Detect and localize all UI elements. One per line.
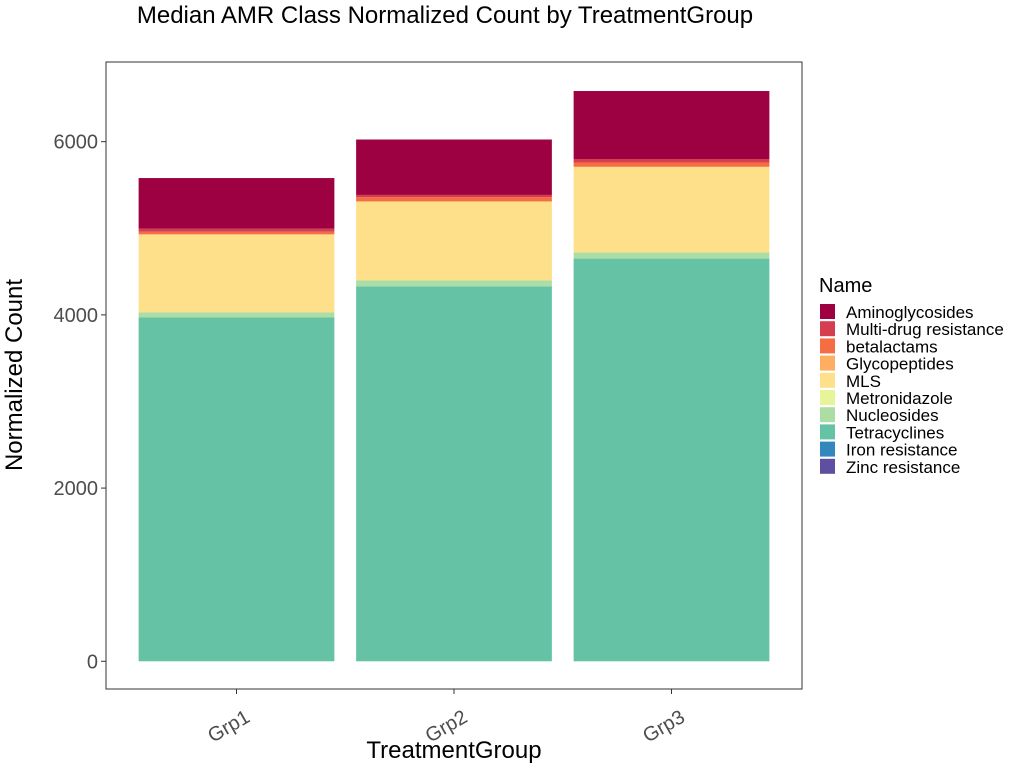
bar-segment-grp2-tetracyclines <box>356 286 552 662</box>
y-tick-label: 4000 <box>54 305 99 327</box>
bars-layer <box>138 91 770 662</box>
legend-swatch-zinc-resistance <box>820 458 835 474</box>
bar-segment-grp2-aminoglycosides <box>356 139 552 195</box>
legend-label-zinc-resistance: Zinc resistance <box>846 458 960 477</box>
legend-label-aminoglycosides: Aminoglycosides <box>846 303 974 322</box>
x-tick-label-grp3: Grp3 <box>639 706 689 747</box>
bar-segment-grp2-nucleosides <box>356 280 552 287</box>
bar-segment-grp2-multi-drug-resistance <box>356 194 552 198</box>
bar-segment-grp3-mls <box>573 166 770 253</box>
bar-segment-grp3-multi-drug-resistance <box>573 158 770 163</box>
y-tick-label: 0 <box>87 651 98 673</box>
legend-label-glycopeptides: Glycopeptides <box>846 355 954 374</box>
legend-swatch-glycopeptides <box>820 355 835 371</box>
chart-title: Median AMR Class Normalized Count by Tre… <box>137 2 753 29</box>
legend-swatch-multi-drug-resistance <box>820 321 835 337</box>
bar-segment-grp1-tetracyclines <box>138 317 335 662</box>
bar-segment-grp3-nucleosides <box>573 252 770 259</box>
legend-label-tetracyclines: Tetracyclines <box>846 423 944 442</box>
bar-segment-grp2-mls <box>356 201 552 281</box>
legend-title: Name <box>819 275 872 297</box>
legend-swatch-nucleosides <box>820 407 835 423</box>
legend-swatch-metronidazole <box>820 390 835 405</box>
legend-label-betalactams: betalactams <box>846 337 938 356</box>
bar-segment-grp2-betalactams <box>356 197 552 202</box>
y-tick-label: 6000 <box>54 132 99 154</box>
legend-label-metronidazole: Metronidazole <box>846 389 953 408</box>
bar-segment-grp1-aminoglycosides <box>138 178 335 229</box>
x-tick-label-grp1: Grp1 <box>204 706 254 747</box>
legend-label-nucleosides: Nucleosides <box>846 406 939 425</box>
y-axis: 0 2000 4000 6000 <box>54 132 106 673</box>
bar-segment-grp1-betalactams <box>138 231 335 235</box>
legend-swatch-aminoglycosides <box>820 304 835 319</box>
bar-segment-grp1-mls <box>138 234 335 313</box>
legend-swatch-tetracyclines <box>820 424 835 440</box>
legend-swatch-iron-resistance <box>820 441 835 457</box>
bar-segment-grp1-multi-drug-resistance <box>138 228 335 232</box>
bar-segment-grp3-betalactams <box>573 162 770 167</box>
y-tick-label: 2000 <box>54 478 99 500</box>
legend-label-iron-resistance: Iron resistance <box>846 441 958 460</box>
y-axis-title: Normalized Count <box>1 279 28 471</box>
legend-swatch-mls <box>820 372 835 388</box>
x-axis-title: TreatmentGroup <box>366 737 541 764</box>
bar-segment-grp3-tetracyclines <box>573 258 770 662</box>
bar-segment-grp1-nucleosides <box>138 312 335 318</box>
legend-label-multi-drug-resistance: Multi-drug resistance <box>846 320 1004 339</box>
bar-segment-grp3-aminoglycosides <box>573 91 770 159</box>
legend-label-mls: MLS <box>846 372 881 391</box>
legend-swatch-betalactams <box>820 338 835 354</box>
